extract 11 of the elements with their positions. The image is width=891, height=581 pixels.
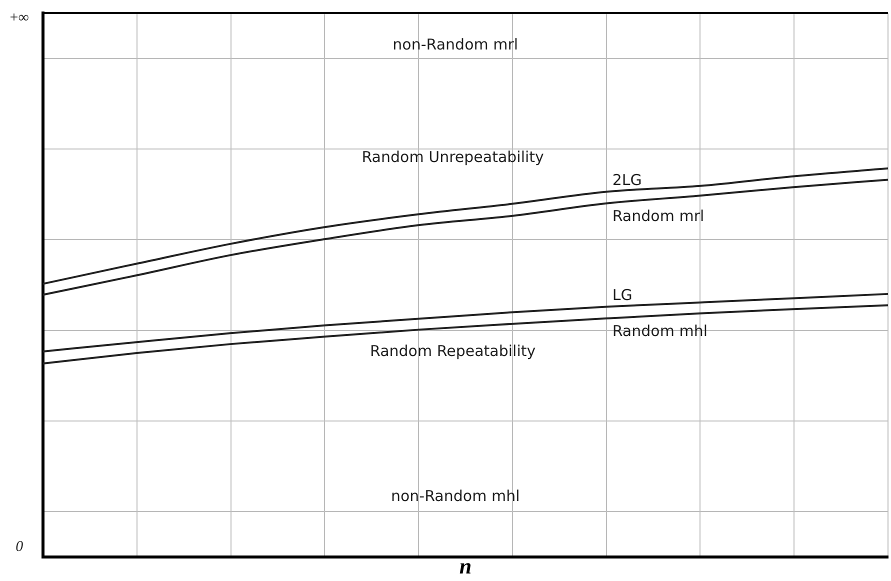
text: +∞ bbox=[10, 10, 30, 26]
x-axis-title: n bbox=[459, 553, 472, 578]
annotation: Random Repeatability bbox=[370, 342, 536, 360]
series-label: Random mhl bbox=[612, 322, 708, 340]
series-label: LG bbox=[612, 286, 632, 304]
text: non-Random mrl bbox=[392, 36, 518, 54]
text: 0 bbox=[16, 538, 24, 555]
annotation: non-Random mhl bbox=[390, 487, 520, 506]
text: Random Unrepeatability bbox=[362, 148, 544, 166]
series-label: 2LG bbox=[612, 171, 642, 190]
series-label: Random mrl bbox=[612, 206, 704, 225]
